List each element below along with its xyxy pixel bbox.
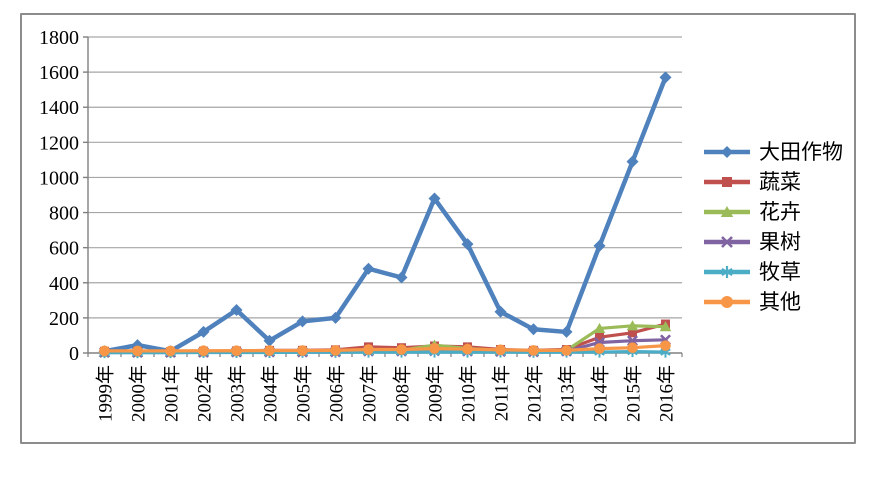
x-tick-label: 2009年 (425, 365, 447, 422)
x-tick-label: 2016年 (656, 365, 678, 422)
circle-marker-icon (561, 345, 572, 356)
legend-marker-icon (704, 296, 750, 308)
legend-label: 牧草 (759, 259, 801, 284)
x-tick-label: 2013年 (557, 365, 579, 422)
series-line (104, 76, 668, 354)
diamond-marker-icon (593, 239, 606, 252)
y-tick-label: 1400 (39, 97, 79, 119)
x-tick-label: 2000年 (128, 365, 150, 422)
x-tick-label: 2003年 (227, 365, 249, 422)
circle-marker-icon (297, 345, 308, 356)
circle-marker-icon (396, 344, 407, 355)
circle-marker-icon (429, 343, 440, 354)
x-tick-label: 2008年 (392, 365, 414, 422)
x-tick-label: 2014年 (590, 365, 612, 422)
circle-marker-icon (99, 345, 110, 357)
y-tick-label: 1800 (39, 27, 79, 49)
series-5 (99, 340, 671, 357)
square-marker-icon (595, 332, 604, 342)
circle-marker-icon (132, 345, 143, 357)
triangle-marker-icon (626, 320, 639, 331)
circle-marker-icon (462, 343, 473, 355)
x-tick-label: 2011年 (491, 365, 513, 421)
legend-item-3: 果树 (704, 227, 843, 257)
legend-marker-icon (704, 206, 750, 217)
diamond-marker-icon (428, 192, 441, 205)
y-tick-label: 0 (69, 343, 79, 365)
y-tick-label: 200 (49, 308, 79, 330)
chart-legend: 大田作物蔬菜花卉果树牧草其他 (704, 137, 843, 317)
square-marker-icon (628, 328, 637, 338)
circle-marker-icon (330, 345, 341, 356)
diamond-marker-icon (494, 305, 507, 318)
triangle-marker-icon (593, 322, 606, 334)
y-tick-label: 1200 (39, 132, 79, 154)
diamond-marker-icon (659, 71, 672, 84)
legend-marker-icon (704, 177, 750, 187)
diamond-marker-icon (263, 334, 276, 347)
diamond-marker-icon (362, 262, 375, 275)
x-tick-label: 2015年 (623, 365, 645, 422)
x-tick-label: 2007年 (359, 365, 381, 422)
circle-marker-icon (528, 345, 539, 356)
legend-item-0: 大田作物 (704, 137, 843, 167)
circle-marker-icon (594, 343, 605, 354)
circle-marker-icon (627, 342, 638, 354)
legend-item-1: 蔬菜 (704, 167, 843, 197)
circle-marker-icon (231, 345, 242, 357)
x-tick-label: 2004年 (260, 365, 282, 422)
circle-marker-icon (660, 340, 671, 351)
x-tick-label: 2006年 (326, 365, 348, 422)
diamond-marker-icon (296, 315, 309, 328)
diamond-marker-icon (329, 311, 342, 324)
legend-item-4: 牧草 (704, 257, 843, 287)
diamond-marker-icon (395, 271, 408, 284)
diamond-marker-icon (560, 325, 573, 338)
triangle-marker-icon (659, 321, 672, 332)
legend-label: 大田作物 (759, 139, 843, 164)
y-tick-label: 1000 (39, 167, 79, 189)
series-line (104, 344, 666, 353)
x-tick-label: 2002年 (194, 365, 216, 422)
legend-item-5: 其他 (704, 287, 843, 317)
legend-label: 果树 (759, 229, 801, 254)
circle-marker-icon (495, 344, 506, 356)
x-tick-label: 2001年 (161, 365, 183, 422)
circle-marker-icon (264, 345, 275, 356)
y-tick-label: 1600 (39, 62, 79, 84)
x-tick-label: 2010年 (458, 365, 480, 422)
series-line (104, 349, 666, 355)
circle-marker-icon (363, 344, 374, 355)
legend-label: 花卉 (759, 199, 801, 224)
circle-marker-icon (165, 345, 176, 357)
legend-marker-icon (704, 236, 750, 248)
y-tick-label: 400 (49, 273, 79, 295)
y-tick-label: 600 (49, 238, 79, 260)
legend-marker-icon (704, 146, 750, 158)
diamond-marker-icon (626, 155, 639, 168)
diamond-marker-icon (197, 325, 210, 338)
diamond-marker-icon (461, 238, 474, 251)
x-tick-label: 2005年 (293, 365, 315, 422)
circle-marker-icon (198, 345, 209, 357)
legend-label: 其他 (759, 289, 801, 314)
x-tick-label: 1999年 (95, 365, 117, 422)
diamond-marker-icon (527, 323, 540, 336)
legend-item-2: 花卉 (704, 197, 843, 227)
legend-label: 蔬菜 (759, 169, 801, 194)
legend-marker-icon (704, 266, 750, 278)
series-0 (98, 71, 672, 358)
chart-frame: 0 200 400 600 800 1000 1200 1400 1600 1800 1999年 20… (20, 13, 856, 444)
line-chart-plot: 0 200 400 600 800 1000 1200 1400 1600 1800 1999年 20… (39, 27, 683, 422)
diamond-marker-icon (230, 303, 243, 316)
y-tick-label: 800 (49, 203, 79, 225)
x-tick-label: 2012年 (524, 365, 546, 422)
